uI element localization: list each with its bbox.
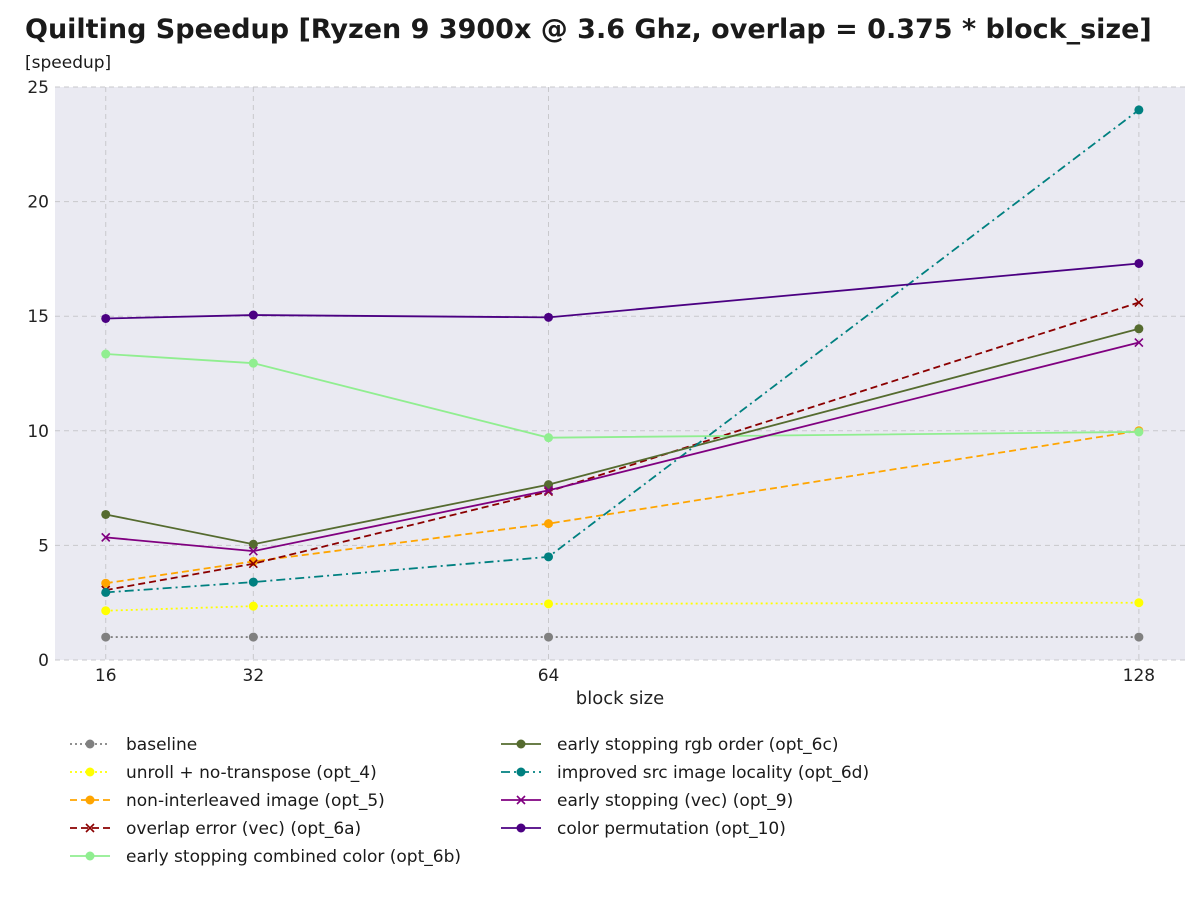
series-1 (101, 598, 1144, 616)
legend-label: color permutation (opt_10) (557, 819, 786, 839)
legend-item: overlap error (vec) (opt_6a) (70, 819, 361, 839)
data-point-marker (85, 851, 95, 861)
series-6 (101, 105, 1144, 597)
data-point-marker (543, 485, 554, 495)
legend-item: non-interleaved image (opt_5) (70, 791, 385, 811)
x-tick-label: 32 (243, 666, 265, 686)
legend-label: early stopping rgb order (opt_6c) (557, 735, 838, 755)
x-tick-label: 16 (95, 666, 117, 686)
legend: baseline unroll + no-transpose (opt_4)non… (70, 735, 869, 867)
series-line (105, 353, 1139, 439)
series-0 (101, 632, 1144, 642)
data-point-marker (248, 310, 258, 320)
data-point-marker (1134, 297, 1144, 308)
legend-label: unroll + no-transpose (opt_4) (126, 763, 377, 783)
data-point-marker (544, 552, 554, 562)
plot-area (55, 87, 1185, 660)
data-point-marker (101, 313, 111, 323)
data-point-marker (516, 739, 526, 749)
data-point-marker (516, 767, 526, 777)
data-point-marker (1134, 337, 1144, 348)
data-point-marker (1134, 324, 1144, 334)
legend-label: early stopping (vec) (opt_9) (557, 791, 793, 811)
data-point-marker (1134, 598, 1144, 608)
series-line (105, 301, 1140, 591)
y-tick-label: 5 (38, 536, 49, 556)
data-point-marker (101, 587, 111, 597)
y-axis-label: [speedup] (25, 53, 112, 73)
data-point-marker (248, 358, 258, 368)
series-layer (101, 105, 1144, 642)
data-point-marker (1134, 258, 1144, 268)
data-point-marker (248, 546, 258, 556)
series-5 (101, 324, 1144, 549)
series-4 (101, 349, 1144, 443)
data-point-marker (516, 795, 526, 805)
data-point-marker (101, 349, 111, 359)
legend-item: early stopping rgb order (opt_6c) (501, 735, 838, 755)
y-tick-label: 25 (27, 78, 49, 98)
data-point-marker (516, 823, 526, 833)
x-axis-label: block size (576, 688, 664, 709)
data-point-marker (101, 606, 111, 616)
data-point-marker (248, 577, 258, 587)
data-point-marker (248, 539, 258, 549)
y-tick-label: 0 (38, 651, 49, 671)
x-tick-label: 128 (1123, 666, 1155, 686)
data-point-marker (85, 739, 95, 749)
legend-item: color permutation (opt_10) (501, 819, 786, 839)
legend-label: early stopping combined color (opt_6b) (126, 847, 461, 867)
legend-label: non-interleaved image (opt_5) (126, 791, 385, 811)
data-point-marker (544, 433, 554, 443)
data-point-marker (85, 795, 95, 805)
data-point-marker (101, 578, 111, 588)
data-point-marker (101, 509, 111, 519)
data-point-marker (544, 312, 554, 322)
legend-label: baseline (126, 735, 197, 755)
data-point-marker (1134, 105, 1144, 115)
data-point-marker (101, 632, 111, 642)
data-point-marker (1134, 427, 1144, 437)
legend-item: early stopping (vec) (opt_9) (501, 791, 793, 811)
data-point-marker (544, 632, 554, 642)
data-point-marker (248, 601, 258, 611)
legend-label: improved src image locality (opt_6d) (557, 763, 869, 783)
data-point-marker (85, 823, 95, 833)
data-point-marker (248, 559, 258, 569)
legend-label: overlap error (vec) (opt_6a) (126, 819, 361, 839)
series-line (105, 327, 1140, 546)
y-tick-label: 10 (27, 422, 49, 442)
data-point-marker (101, 532, 111, 542)
series-7 (101, 337, 1144, 556)
legend-item: baseline (70, 735, 197, 755)
y-tick-label: 20 (27, 193, 49, 213)
x-axis-ticks: 16 32 64 128 (95, 666, 1155, 686)
series-line (105, 262, 1139, 320)
legend-item: improved src image locality (opt_6d) (501, 763, 869, 783)
chart-title: Quilting Speedup [Ryzen 9 3900x @ 3.6 Gh… (25, 14, 1152, 45)
y-axis-ticks: 0 5 10 15 20 25 (27, 78, 49, 671)
series-8 (101, 258, 1144, 323)
x-tick-label: 64 (538, 666, 560, 686)
legend-item: unroll + no-transpose (opt_4) (70, 763, 377, 783)
data-point-marker (544, 480, 554, 490)
series-line (105, 601, 1139, 612)
data-point-marker (544, 519, 554, 529)
data-point-marker (544, 599, 554, 609)
series-line (105, 341, 1140, 553)
y-tick-label: 15 (27, 307, 49, 327)
legend-item: early stopping combined color (opt_6b) (70, 847, 461, 867)
data-point-marker (85, 767, 95, 777)
data-point-marker (1134, 632, 1144, 642)
data-point-marker (248, 632, 258, 642)
series-line (105, 429, 1140, 585)
